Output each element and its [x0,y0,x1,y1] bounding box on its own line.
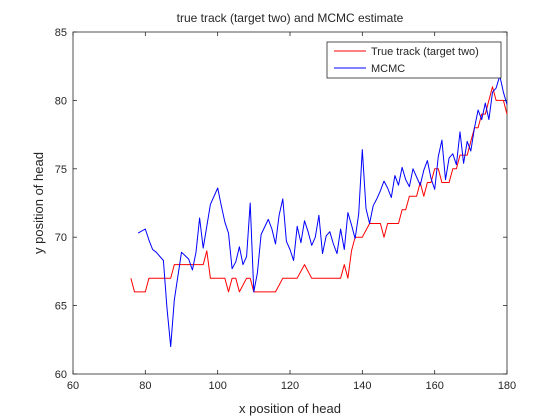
x-tick-label: 100 [208,380,226,392]
legend-label-true-track: True track (target two) [371,46,479,58]
x-tick-label: 60 [67,380,79,392]
x-tick-label: 180 [498,380,516,392]
y-tick-label: 85 [55,27,67,39]
x-axis: 60 80 100 120 140 160 180 [67,32,516,392]
y-tick-label: 60 [55,369,67,381]
legend: True track (target two) MCMC [326,41,502,79]
y-tick-label: 70 [55,232,67,244]
x-tick-label: 120 [281,380,299,392]
legend-box [326,41,502,79]
x-tick-label: 80 [139,380,151,392]
y-axis: 60 65 70 75 80 85 [55,27,507,381]
y-tick-label: 65 [55,301,67,313]
true-track-line [130,86,508,293]
x-tick-label: 160 [425,380,443,392]
y-tick-label: 80 [55,95,67,107]
y-axis-label: y position of head [31,152,46,254]
series-lines [130,75,508,348]
legend-label-mcmc: MCMC [371,63,405,75]
plot-area [72,31,508,375]
x-tick-label: 140 [353,380,371,392]
chart-title: true track (target two) and MCMC estimat… [177,11,404,25]
y-tick-label: 75 [55,164,67,176]
x-axis-label: x position of head [239,401,341,416]
mcmc-line [137,75,508,348]
